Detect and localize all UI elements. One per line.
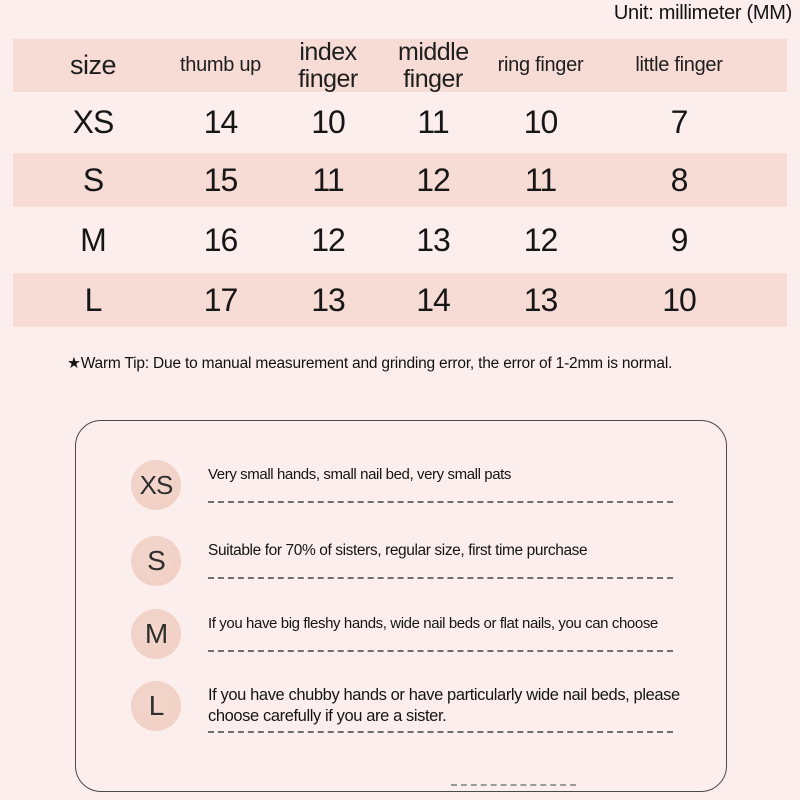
guide-row-xs: XS Very small hands, small nail bed, ver… <box>131 460 698 510</box>
table-row-l: L 17 13 14 13 10 <box>13 273 787 327</box>
table-row-m: M 16 12 13 12 9 <box>13 207 787 273</box>
cell-value: 17 <box>203 281 239 318</box>
dashed-divider <box>208 650 673 652</box>
guide-content: Suitable for 70% of sisters, regular siz… <box>208 536 698 579</box>
guide-content: If you have chubby hands or have particu… <box>208 681 698 733</box>
table-row-xs: XS 14 10 11 10 7 <box>13 92 787 153</box>
cell-value: 13 <box>311 281 346 318</box>
cell-value: 11 <box>524 161 557 198</box>
cell-value: 15 <box>203 161 239 198</box>
size-badge-s: S <box>131 536 181 586</box>
cell-value: 10 <box>523 104 559 140</box>
cell-value: 11 <box>312 161 344 198</box>
header-thumb: thumb up <box>180 54 261 76</box>
guide-row-m: M If you have big fleshy hands, wide nai… <box>131 609 698 659</box>
row-label: S <box>82 161 104 198</box>
guide-row-s: S Suitable for 70% of sisters, regular s… <box>131 536 698 586</box>
guide-content: If you have big fleshy hands, wide nail … <box>208 609 698 652</box>
row-label: L <box>84 281 103 318</box>
cell-value: 12 <box>416 161 451 198</box>
cell-value: 14 <box>203 104 239 140</box>
cell-value: 13 <box>523 281 559 318</box>
guide-description: If you have big fleshy hands, wide nail … <box>208 615 658 632</box>
cell-value: 10 <box>311 104 346 140</box>
unit-label: Unit: millimeter (MM) <box>613 2 792 24</box>
header-size: size <box>69 50 117 80</box>
size-badge-xs: XS <box>131 460 181 510</box>
cell-value: 7 <box>670 104 689 140</box>
header-ring-finger: ring finger <box>497 54 584 76</box>
row-label: XS <box>72 104 115 140</box>
table-header-row: size thumb up index finger middle finger… <box>13 37 787 93</box>
size-guide-box: XS Very small hands, small nail bed, ver… <box>75 420 727 792</box>
size-badge-m: M <box>131 609 181 659</box>
cell-value: 16 <box>203 221 239 258</box>
cell-value: 12 <box>523 221 559 258</box>
cell-value: 9 <box>670 221 689 258</box>
header-index-finger-label: index finger <box>298 37 358 93</box>
cell-value: 11 <box>417 104 449 140</box>
dashed-divider <box>208 577 673 579</box>
stray-dashed-line <box>451 784 576 786</box>
size-chart-table: size thumb up index finger middle finger… <box>13 37 787 327</box>
size-badge-l: L <box>131 681 181 731</box>
cell-value: 10 <box>662 281 697 318</box>
header-index-finger: index finger <box>268 37 388 93</box>
guide-description: If you have chubby hands or have particu… <box>208 686 680 725</box>
cell-value: 13 <box>416 221 451 258</box>
cell-value: 14 <box>416 281 451 318</box>
table-row-s: S 15 11 12 11 8 <box>13 153 787 207</box>
guide-row-l: L If you have chubby hands or have parti… <box>131 681 698 733</box>
warm-tip-text: ★Warm Tip: Due to manual measurement and… <box>67 355 673 372</box>
header-little-finger: little finger <box>635 54 723 76</box>
guide-description: Suitable for 70% of sisters, regular siz… <box>208 542 588 559</box>
header-middle-finger-label: middle finger <box>398 37 469 93</box>
row-label: M <box>80 221 107 258</box>
guide-content: Very small hands, small nail bed, very s… <box>208 460 698 503</box>
cell-value: 8 <box>670 161 689 198</box>
guide-description: Very small hands, small nail bed, very s… <box>208 466 512 483</box>
dashed-divider <box>208 501 673 503</box>
header-middle-finger: middle finger <box>388 37 478 93</box>
dashed-divider <box>208 731 673 733</box>
cell-value: 12 <box>311 221 346 258</box>
